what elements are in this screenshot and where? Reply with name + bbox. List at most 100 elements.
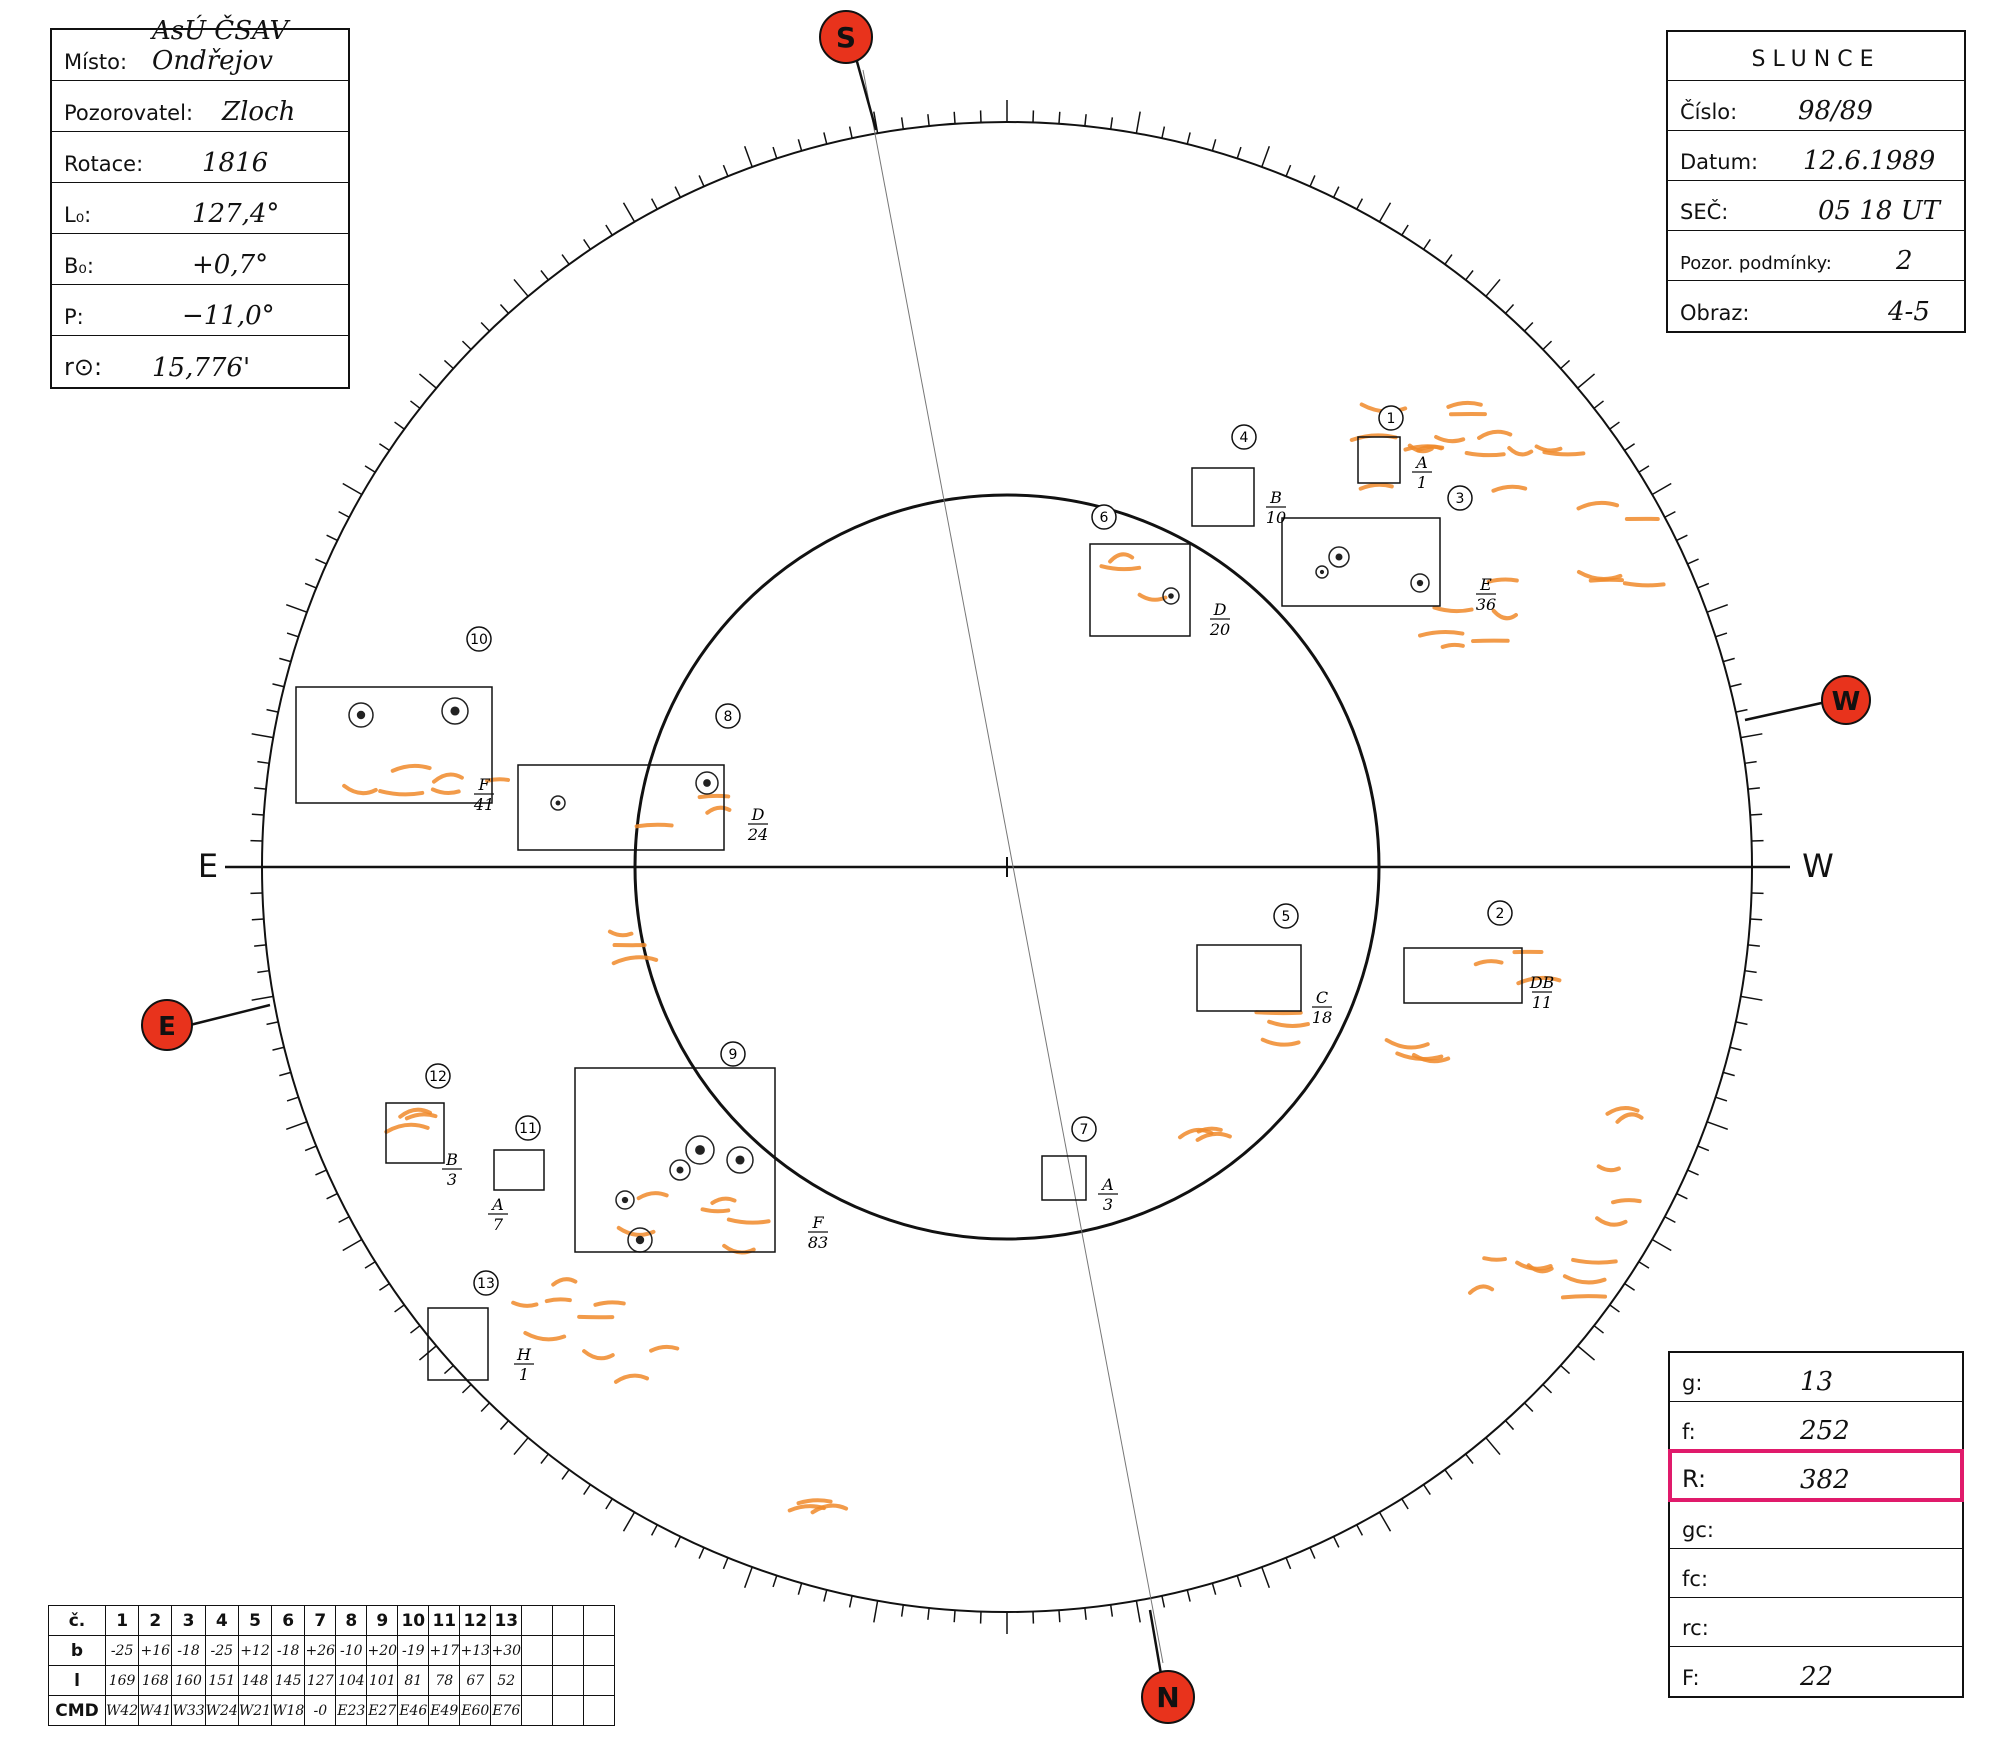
badge-n: N: [1141, 1670, 1195, 1724]
tick-mark: [927, 114, 930, 127]
tick-mark: [1211, 1582, 1217, 1595]
tick-mark: [1560, 1364, 1571, 1375]
misto-value: AsÚ ČSAV Ondřejov: [152, 16, 289, 76]
facula-stroke: [1432, 605, 1474, 614]
tick-mark: [605, 224, 613, 236]
tick-mark: [410, 1325, 421, 1334]
table-cell: E27: [366, 1695, 399, 1726]
facula-stroke: [1491, 484, 1528, 493]
table-cell: 12: [459, 1605, 492, 1636]
row-misto: Místo: AsÚ ČSAV Ondřejov: [52, 16, 348, 81]
tick-mark: [315, 558, 327, 565]
rotace-value: 1816: [202, 148, 269, 178]
facula-stroke: [1099, 564, 1142, 572]
facula-stroke: [1403, 444, 1445, 452]
misto-label: Místo:: [64, 50, 128, 74]
table-cell: [583, 1665, 616, 1696]
tick-mark: [848, 126, 853, 139]
facula-stroke: [1446, 400, 1483, 409]
table-cell: 160: [171, 1665, 206, 1696]
tick-mark: [364, 1261, 376, 1269]
tick-mark: [461, 1383, 472, 1394]
badge-e: E: [141, 999, 193, 1051]
table-cell: 78: [428, 1665, 461, 1696]
tick-mark: [378, 443, 390, 452]
l0-value: 127,4°: [192, 199, 280, 229]
sunspot-umbra: [356, 710, 366, 720]
row-F: F: 22: [1670, 1647, 1962, 1696]
group-number: 7: [1080, 1122, 1089, 1138]
row-rc: rc:: [1670, 1598, 1962, 1647]
tick-mark: [823, 132, 828, 145]
table-cell: +26: [304, 1635, 337, 1666]
F-value: 22: [1800, 1662, 1834, 1692]
badge-n-text: N: [1156, 1681, 1179, 1714]
row-f: f: 252: [1670, 1402, 1962, 1451]
tick-mark: [1261, 1566, 1271, 1589]
tick-mark: [1236, 146, 1242, 159]
table-cell: 169: [104, 1665, 140, 1696]
tick-mark: [461, 340, 472, 351]
facula-stroke: [634, 822, 674, 829]
tick-mark: [1706, 603, 1729, 613]
table-cell: 8: [335, 1605, 368, 1636]
spot-group-box: [1403, 947, 1523, 1004]
tick-mark: [285, 1121, 308, 1131]
table-cell: E46: [397, 1695, 430, 1726]
tick-mark: [1697, 582, 1710, 589]
table-cell: 145: [271, 1665, 306, 1696]
tick-mark: [1735, 1021, 1748, 1026]
sunspot-penumbra: [1410, 573, 1430, 593]
group-count: 1: [1417, 473, 1427, 492]
tick-mark: [1186, 1589, 1191, 1602]
group-number: 4: [1240, 430, 1249, 446]
sunspot-penumbra: [1315, 565, 1329, 579]
group-number: 8: [724, 709, 733, 725]
group-count: 7: [493, 1215, 504, 1234]
tick-mark: [1378, 1511, 1392, 1532]
tick-mark: [1378, 202, 1392, 223]
tick-mark: [1401, 224, 1409, 236]
table-cell: [583, 1605, 616, 1636]
table-cell: 5: [237, 1605, 273, 1636]
sunspot-umbra: [1168, 593, 1174, 599]
tick-mark: [279, 657, 292, 663]
facula-stroke: [390, 763, 432, 773]
row-b0: B₀: +0,7°: [52, 234, 348, 285]
tick-mark: [1715, 632, 1728, 638]
tick-mark: [743, 145, 753, 168]
spot-group-box: [517, 764, 725, 851]
group-number: 2: [1496, 906, 1505, 922]
tick-mark: [266, 1021, 279, 1026]
sunspot-umbra: [621, 1196, 629, 1204]
group-number: 3: [1456, 491, 1465, 507]
facula-stroke: [1596, 1164, 1621, 1173]
w-pointer: [1744, 698, 1836, 722]
tick-mark: [1523, 1402, 1534, 1413]
tick-mark: [1444, 1469, 1453, 1480]
table-cell: 2: [138, 1605, 173, 1636]
tick-mark: [1740, 733, 1763, 739]
spot-group-box: [427, 1307, 489, 1381]
badge-s-text: S: [836, 21, 856, 54]
row-l0: L₀: 127,4°: [52, 183, 348, 234]
tick-mark: [1109, 117, 1114, 130]
tick-mark: [338, 1216, 350, 1224]
tick-mark: [561, 254, 570, 265]
group-number-circle: [715, 703, 741, 729]
facula-stroke: [710, 1196, 737, 1205]
tick-mark: [480, 321, 491, 332]
facula-stroke: [1108, 552, 1135, 564]
table-cell: [521, 1635, 554, 1666]
facula-stroke: [1562, 1274, 1607, 1285]
sunspot-umbra: [1335, 553, 1343, 561]
tick-mark: [285, 603, 308, 613]
faculae-layer: [342, 400, 1666, 1515]
facula-stroke: [404, 1112, 438, 1121]
table-cell: 1: [104, 1605, 140, 1636]
spot-group-box: [385, 1102, 445, 1164]
tick-mark: [1609, 421, 1620, 430]
group-count: 3: [447, 1170, 457, 1189]
facula-stroke: [1507, 446, 1534, 457]
facula-stroke: [1196, 1126, 1223, 1134]
